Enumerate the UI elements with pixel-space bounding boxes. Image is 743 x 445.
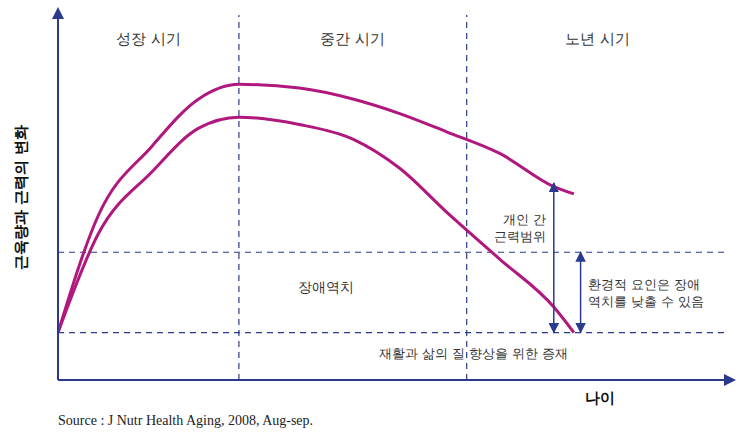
svg-text:환경적 요인은 장애: 환경적 요인은 장애 xyxy=(588,277,700,292)
svg-text:나이: 나이 xyxy=(585,389,615,407)
svg-text:장애역치: 장애역치 xyxy=(298,279,354,295)
svg-text:성장 시기: 성장 시기 xyxy=(116,30,181,48)
svg-text:재활과 삶의 질 향상을 위한 증재: 재활과 삶의 질 향상을 위한 증재 xyxy=(379,346,569,361)
html-text:Source : J Nutr Health Aging,: Source : J Nutr Health Aging, 2008, Aug-… xyxy=(58,413,314,428)
svg-text:노년 시기: 노년 시기 xyxy=(565,30,630,48)
svg-text:역치를 낮출 수 있음: 역치를 낮출 수 있음 xyxy=(588,294,704,309)
svg-text:개인 간: 개인 간 xyxy=(503,212,546,227)
svg-text:근력범위: 근력범위 xyxy=(494,229,546,244)
svg-text:근육량과 근력의 변화: 근육량과 근력의 변화 xyxy=(12,125,30,270)
svg-text:중간 시기: 중간 시기 xyxy=(320,30,385,48)
